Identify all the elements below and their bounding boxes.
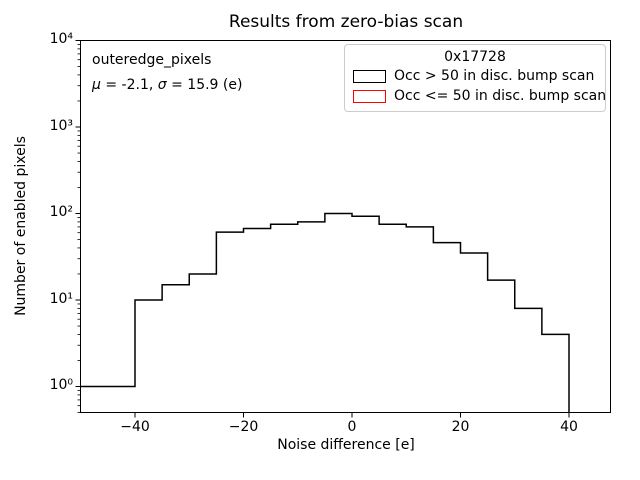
y-tick-label: 10⁰ (49, 377, 73, 393)
sigma-value: = 15.9 (e) (166, 77, 243, 93)
legend-entry-red: Occ <= 50 in disc. bump scan (353, 86, 606, 106)
black-step-swatch-icon (353, 69, 386, 83)
annotation-region-name: outeredge_pixels (92, 52, 212, 68)
y-tick-label: 10² (49, 204, 73, 220)
legend-box: 0x17728 Occ > 50 in disc. bump scan Occ … (344, 44, 606, 112)
y-tick-label: 10¹ (49, 290, 73, 307)
y-tick-label: 10³ (49, 117, 73, 134)
x-axis-label: Noise difference [e] (277, 437, 415, 453)
y-tick-label: 10⁴ (49, 31, 73, 47)
histogram-layer (80, 212, 570, 413)
x-tick-label: 0 (347, 419, 357, 435)
annotation-stats: μ = -2.1, σ = 15.9 (e) (92, 77, 242, 93)
histogram-step-black (80, 212, 570, 413)
legend-entry-label: Occ <= 50 in disc. bump scan (394, 88, 607, 104)
legend-entry-black: Occ > 50 in disc. bump scan (353, 66, 597, 86)
x-tick-label: 40 (560, 419, 578, 435)
sigma-symbol: σ (157, 77, 167, 93)
mu-symbol: μ (92, 77, 101, 93)
axes-layer (75, 40, 611, 418)
x-tick-label: −20 (228, 419, 259, 435)
red-step-swatch-icon (353, 89, 386, 103)
y-axis-label: Number of enabled pixels (13, 136, 29, 316)
x-tick-label: −40 (120, 419, 150, 435)
legend-title: 0x17728 (444, 49, 506, 65)
mu-value: = -2.1, (100, 77, 158, 93)
plot-title: Results from zero-bias scan (228, 12, 464, 32)
legend-entry-label: Occ > 50 in disc. bump scan (394, 68, 595, 84)
x-tick-label: 20 (451, 419, 470, 435)
